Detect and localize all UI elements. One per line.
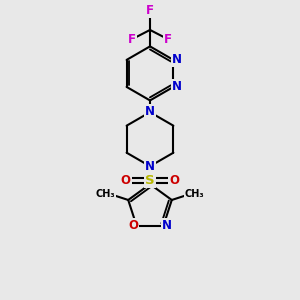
Text: F: F xyxy=(146,4,154,17)
Text: N: N xyxy=(162,219,172,232)
Text: N: N xyxy=(145,105,155,118)
Text: N: N xyxy=(145,160,155,173)
Text: CH₃: CH₃ xyxy=(96,189,116,199)
Text: S: S xyxy=(145,174,155,187)
Text: O: O xyxy=(128,219,138,232)
Text: F: F xyxy=(164,33,172,46)
Text: N: N xyxy=(172,53,182,66)
Text: N: N xyxy=(172,80,182,93)
Text: O: O xyxy=(169,174,179,187)
Text: F: F xyxy=(128,33,136,46)
Text: CH₃: CH₃ xyxy=(184,189,204,199)
Text: O: O xyxy=(121,174,130,187)
